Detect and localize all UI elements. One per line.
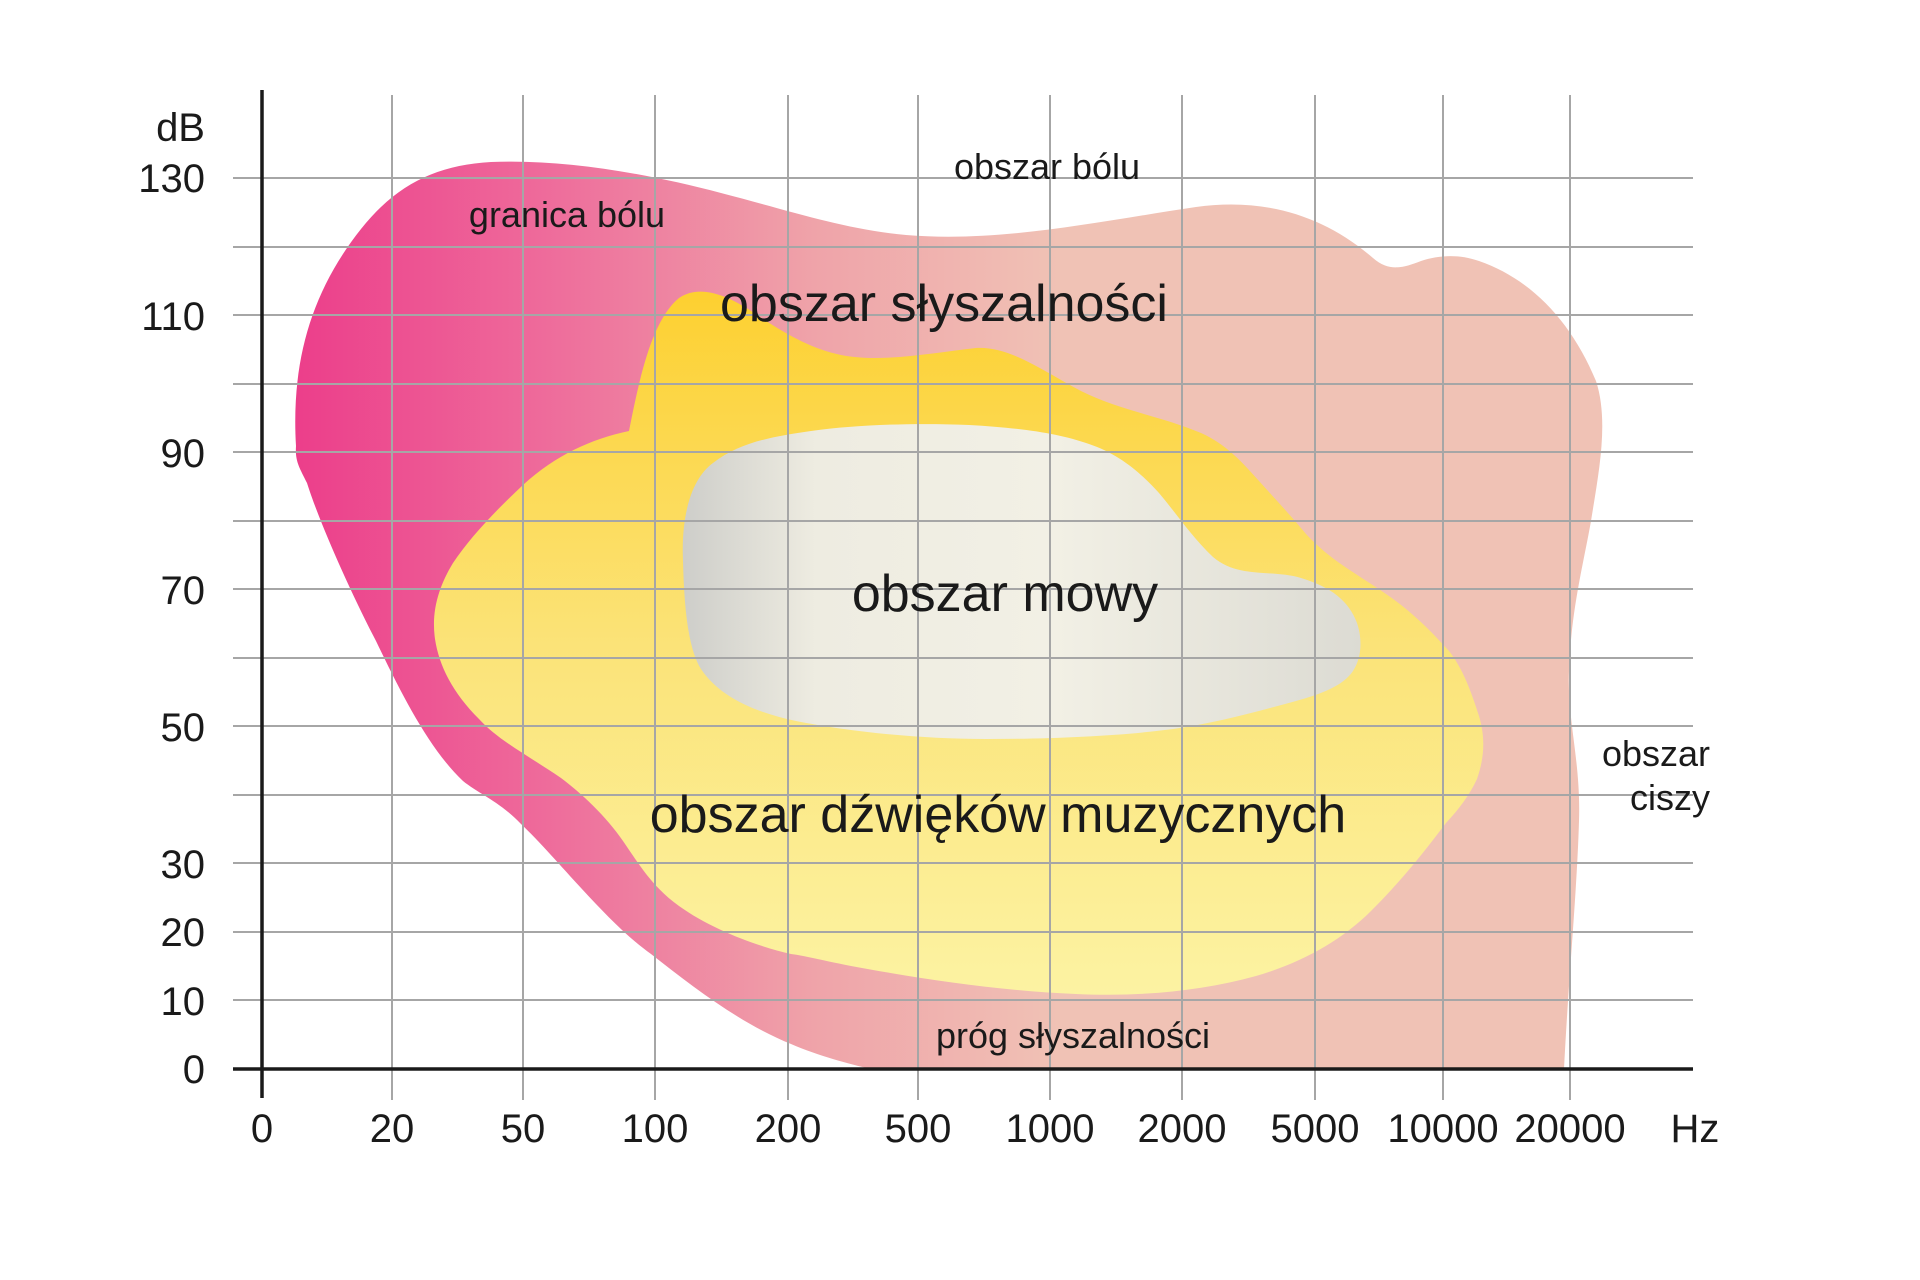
x-axis-unit: Hz	[1671, 1107, 1720, 1151]
vertical-gridlines	[391, 95, 1571, 1100]
pain-area-label: obszar bólu	[954, 146, 1140, 187]
x-tick-50: 50	[501, 1107, 546, 1151]
region-speech	[682, 424, 1361, 739]
x-tick-10000: 10000	[1387, 1107, 1498, 1151]
y-tick-30: 30	[161, 843, 206, 887]
pain-boundary-label: granica bólu	[469, 194, 665, 235]
region-labels: obszar bólu granica bólu obszar słyszaln…	[469, 146, 1710, 1056]
y-tick-20: 20	[161, 911, 206, 955]
x-tick-1000: 1000	[1006, 1107, 1095, 1151]
x-tick-5000: 5000	[1271, 1107, 1360, 1151]
y-tick-50: 50	[161, 706, 206, 750]
x-tick-100: 100	[622, 1107, 689, 1151]
x-tick-2000: 2000	[1138, 1107, 1227, 1151]
x-tick-20000: 20000	[1514, 1107, 1625, 1151]
x-tick-200: 200	[755, 1107, 822, 1151]
y-tick-90: 90	[161, 432, 206, 476]
x-tick-0: 0	[251, 1107, 273, 1151]
horizontal-gridlines	[233, 177, 1693, 1001]
y-tick-70: 70	[161, 569, 206, 613]
y-tick-110: 110	[141, 295, 205, 339]
y-axis-labels: dB 130 110 90 70 50 30 20 10 0	[138, 106, 205, 1092]
x-tick-20: 20	[370, 1107, 415, 1151]
y-tick-130: 130	[138, 157, 205, 201]
y-axis-unit: dB	[156, 106, 205, 150]
x-axis-labels: 0 20 50 100 200 500 1000 2000 5000 10000…	[251, 1107, 1720, 1151]
hearing-area-label: obszar słyszalności	[720, 275, 1168, 333]
music-area-label: obszar dźwięków muzycznych	[650, 786, 1346, 844]
x-tick-500: 500	[885, 1107, 952, 1151]
silence-area-label-line2: ciszy	[1630, 777, 1710, 818]
silence-area-label-line1: obszar	[1602, 733, 1710, 774]
speech-area-label: obszar mowy	[852, 565, 1158, 623]
y-tick-10: 10	[161, 980, 206, 1024]
hearing-threshold-label: próg słyszalności	[936, 1015, 1210, 1056]
y-tick-0: 0	[183, 1048, 205, 1092]
